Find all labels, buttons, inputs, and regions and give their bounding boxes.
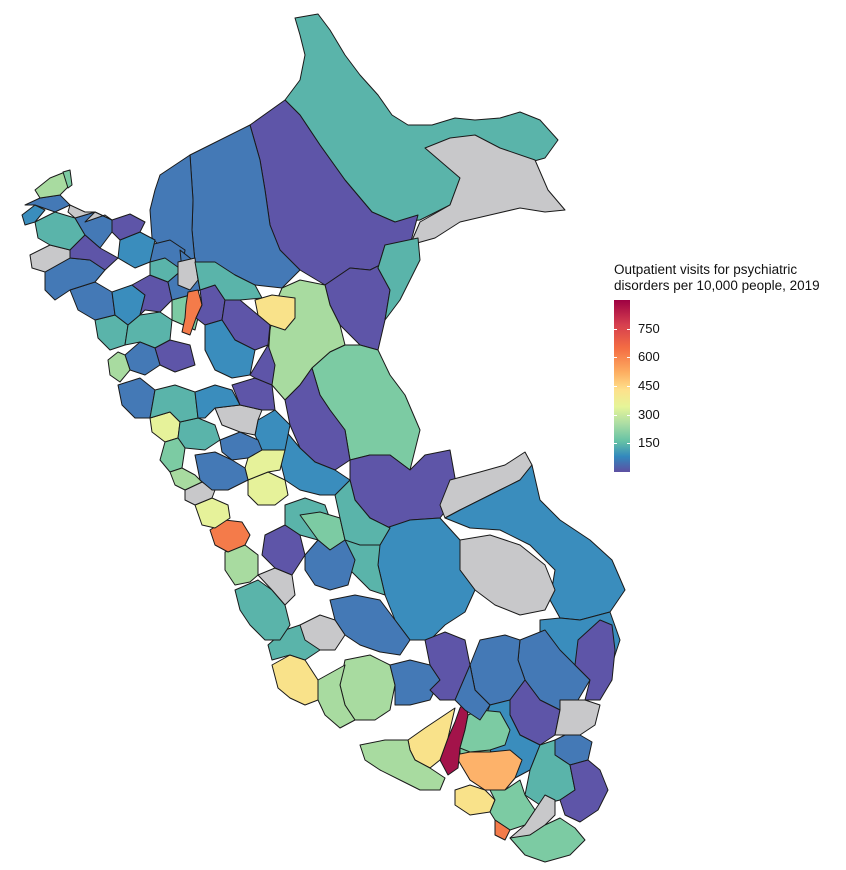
region-puno-huancan-na: Puno (Huancané NA): NA xyxy=(554,699,601,736)
region-cusco-la-convenci-n: Cusco (La Convención): 140 xyxy=(377,517,476,641)
region-moquegua-ilo: Moquegua (Ilo): 680 xyxy=(494,819,511,841)
region-hu-nuco-leoncio-prado: Huánuco (Leoncio Prado): 140 xyxy=(254,409,291,451)
legend-tick-label: 600 xyxy=(638,349,660,365)
legend-tick-label: 750 xyxy=(638,320,660,336)
region-cajamarca-contumaz: Cajamarca (Contumazá): 330 xyxy=(107,351,131,383)
region-ancash-bolognesi: Ancash (Bolognesi): 100 xyxy=(194,451,249,491)
region-ancash-huari: Ancash (Huari): 100 xyxy=(219,431,263,461)
region-tumbes-contralmirante-villar: Tumbes (Contralmirante Villar): 280 xyxy=(62,169,73,189)
region-la-libertad-pataz: La Libertad (Pataz): 140 xyxy=(194,384,241,419)
region-lima-huarochir: Lima (Huarochirí): 330 xyxy=(224,544,259,586)
legend-title-line-1: Outpatient visits for psychiatric xyxy=(614,262,798,277)
region-loreto-ucayali-province: Loreto (Ucayali province): 220 xyxy=(377,237,421,321)
region-cusco-chumbivilcas: Cusco (Chumbivilcas): 100 xyxy=(454,664,491,721)
region-arequipa-caylloma: Arequipa (Caylloma): 560 xyxy=(454,749,523,791)
region-cajamarca-amazonas-na: Cajamarca/Amazonas (NA): NA xyxy=(84,211,113,223)
region-piura-paita: Piura (Paita): 140 xyxy=(21,204,46,226)
region-san-mart-n-moyobamba: San Martín (Moyobamba): 220 xyxy=(194,261,263,301)
region-puno-chucuito: Puno (Chucuito): 50 xyxy=(559,759,609,823)
region-la-libertad-na: La Libertad (NA): NA xyxy=(214,404,263,436)
province-regions: Loreto north (Putumayo): 220Loreto east … xyxy=(21,13,626,863)
legend-title-line-2: disorders per 10,000 people, 2019 xyxy=(614,278,820,293)
region-la-libertad-trujillo: La Libertad (Trujillo): 100 xyxy=(117,377,156,419)
region-pasco-pasco: Pasco (Pasco): 420 xyxy=(247,471,289,506)
region-ancash-casma: Ancash (Casma): 280 xyxy=(159,437,186,473)
region-ica-palpa-pisco: Ica (Palpa/Pisco): 480 xyxy=(271,654,319,706)
region-ancash-huaraz: Ancash (Huaraz): 220 xyxy=(177,417,221,451)
region-madre-de-dios-tahuamanu: Madre de Dios (Tahuamanu): 140 xyxy=(444,464,626,621)
legend-colorbar-container: 750 600 450 300 150 xyxy=(614,300,844,476)
region-pasco-oxapampa: Pasco (Oxapampa): 220 xyxy=(334,479,391,546)
region-arequipa-arequipa-province: Arequipa (Arequipa province): 280 xyxy=(459,709,511,753)
legend-colorbar xyxy=(614,300,630,472)
region-tacna-tacna-province: Tacna (Tacna province): 280 xyxy=(509,817,586,863)
region-amazonas-na: Amazonas (NA): NA xyxy=(177,257,199,291)
region-amazonas-chachapoyas: Amazonas (Chachapoyas): 680 xyxy=(181,289,203,336)
region-hu-nuco-puerto-inca: Huánuco (Puerto Inca): 50 xyxy=(284,367,351,471)
region-ica-nazca: Ica (Nazca): 330 xyxy=(317,664,356,729)
region-la-libertad-otuzco: La Libertad (Otuzco): 220 xyxy=(149,384,199,423)
region-jun-n-chanchamayo: Junín (Chanchamayo): 100 xyxy=(304,539,356,591)
legend-tick-label: 300 xyxy=(638,406,660,422)
region-puno-san-antonio-de-putina: Puno (San Antonio de Putina): 50 xyxy=(574,619,616,701)
legend-tick-label: 450 xyxy=(638,378,660,393)
region-huancavelica-na: Huancavelica (NA): NA xyxy=(299,614,346,651)
region-piura-huancabamba: Piura (Huancabamba): 50 xyxy=(69,234,119,271)
region-hu-nuco-pachitea: Huánuco (Pachitea): 140 xyxy=(279,429,351,496)
region-lima-lima-metro: Lima (Lima Metro): 680 xyxy=(209,519,251,553)
legend-title: Outpatient visits for psychiatric disord… xyxy=(614,262,844,294)
region-san-mart-n-tocache: San Martín (Tocache): 50 xyxy=(249,344,276,386)
region-piura-na: Piura (NA): NA xyxy=(67,204,96,219)
region-cajamarca-san-marcos: Cajamarca (San Marcos): 50 xyxy=(154,339,196,373)
region-arequipa-caravel: Arequipa (Caravelí): 330 xyxy=(359,739,446,791)
region-ayacucho-lucanas: Ayacucho (Lucanas): 100 xyxy=(389,659,441,706)
legend: Outpatient visits for psychiatric disord… xyxy=(614,262,844,476)
region-loreto-east-mariscal-ram-n-castilla: Loreto east (Mariscal Ramón Castilla): N… xyxy=(409,134,566,246)
legend-tick-label: 150 xyxy=(638,435,660,451)
